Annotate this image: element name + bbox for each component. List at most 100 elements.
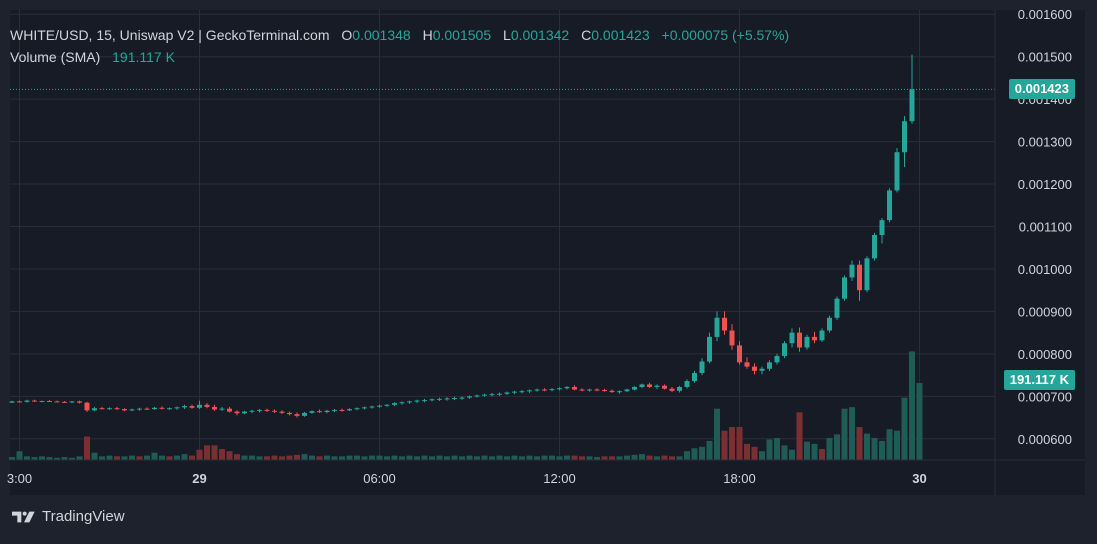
volume-bar (159, 455, 165, 460)
volume-label[interactable]: Volume (SMA) (10, 49, 101, 65)
candle-body (902, 121, 907, 153)
candle-body (227, 408, 232, 412)
candle-body (534, 389, 540, 391)
volume-bar (789, 449, 795, 460)
volume-bar (369, 455, 375, 460)
volume-bar (526, 455, 533, 460)
volume-bar (316, 456, 323, 460)
volume-bar (451, 455, 458, 460)
volume-bar (631, 454, 638, 460)
candle-body (69, 401, 75, 403)
candle-body (174, 407, 180, 409)
x-tick-label: 12:00 (543, 471, 576, 486)
volume-bar (271, 455, 278, 460)
volume-bar (324, 455, 330, 460)
candle-body (257, 409, 262, 411)
volume-value: 191.117 K (112, 49, 175, 65)
tradingview-logo[interactable]: TradingView (12, 508, 125, 525)
candle-body (602, 389, 607, 391)
candle-body (377, 405, 382, 407)
volume-bar (264, 456, 270, 460)
volume-bar (174, 455, 180, 460)
candle-body (797, 332, 802, 348)
candle-body (489, 394, 495, 396)
candle-body (669, 388, 675, 391)
volume-bar (751, 446, 758, 460)
volume-bar (721, 430, 728, 460)
candle-body (354, 408, 360, 410)
candle-body (189, 406, 195, 408)
candle-body (107, 408, 112, 410)
candle-body (872, 235, 877, 259)
volume-bar (684, 451, 690, 460)
volume-bar (841, 408, 848, 460)
volume-bar (136, 456, 143, 460)
candle-body (47, 400, 52, 402)
candle-body (864, 258, 870, 291)
high-value: 0.001505 (432, 27, 492, 43)
candle-body (92, 408, 97, 411)
volume-bar (766, 439, 773, 460)
volume-bar (886, 429, 893, 460)
volume-bar (556, 456, 563, 460)
volume-bar (639, 454, 645, 460)
volume-bar (601, 456, 608, 460)
volume-bar (834, 434, 840, 460)
y-tick-label: 0.000600 (1018, 432, 1072, 447)
candle-body (804, 336, 810, 348)
price-axis[interactable]: 0.0016000.0015000.0014000.0013000.001200… (1018, 7, 1072, 447)
y-tick-label: 0.001300 (1018, 135, 1072, 150)
volume-bar (624, 455, 630, 460)
candle-body (654, 385, 660, 387)
candle-body (437, 398, 442, 400)
volume-bar (459, 456, 465, 460)
volume-bar (196, 449, 203, 460)
candle-body (399, 402, 405, 404)
volume-bar (699, 446, 705, 460)
candle-body (504, 392, 510, 394)
candle-body (759, 368, 765, 371)
candle-body (632, 386, 637, 390)
volume-bar (279, 456, 285, 460)
high-label: H (422, 27, 433, 43)
candle-body (62, 401, 67, 403)
candle-body (737, 345, 742, 363)
y-tick-label: 0.000700 (1018, 389, 1072, 404)
volume-bar (99, 456, 105, 460)
candle-body (722, 317, 727, 331)
candle-body (579, 389, 585, 391)
open-value: 0.001348 (352, 27, 411, 43)
chart-legend: WHITE/USD, 15, Uniswap V2 | GeckoTermina… (10, 24, 789, 68)
y-tick-label: 0.001500 (1018, 50, 1072, 65)
candle-body (647, 384, 652, 387)
volume-bar (181, 454, 188, 460)
time-axis[interactable]: 3:00 29 06:00 12:00 18:00 30 (7, 471, 927, 486)
volume-bar (811, 443, 818, 460)
volume-bar (129, 455, 135, 460)
volume-bar (894, 430, 900, 460)
candle-body (482, 394, 487, 396)
volume-bar (804, 441, 810, 460)
volume-bar (429, 456, 435, 460)
volume-bar (714, 408, 720, 460)
volume-bar (361, 456, 368, 460)
volume-bar (166, 456, 173, 460)
volume-bar (144, 455, 150, 460)
volume-bar (549, 455, 555, 460)
volume-bar (519, 456, 525, 460)
volume-bar (759, 451, 765, 460)
ohlc-legend: WHITE/USD, 15, Uniswap V2 | GeckoTermina… (10, 24, 789, 46)
volume-bar (346, 455, 353, 460)
candle-body (362, 407, 367, 409)
volume-bar (256, 456, 263, 460)
volume-bar (669, 456, 675, 460)
symbol-title[interactable]: WHITE/USD, 15, Uniswap V2 | GeckoTermina… (10, 27, 330, 43)
volume-bar (864, 433, 870, 460)
candle-body (594, 389, 600, 391)
close-value: 0.001423 (591, 27, 650, 43)
candle-body (84, 402, 90, 411)
volume-bar (826, 438, 833, 460)
candle-body (369, 406, 375, 408)
